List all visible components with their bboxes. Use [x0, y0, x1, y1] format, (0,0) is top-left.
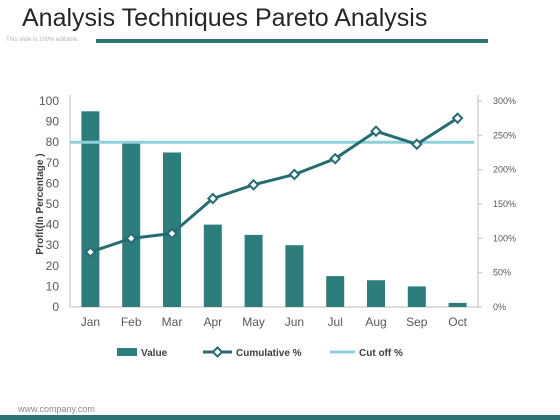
- x-tick-label: Jul: [328, 315, 343, 329]
- y-tick-label: 50: [46, 197, 60, 211]
- x-tick-label: Oct: [448, 315, 467, 329]
- x-tick-label: Aug: [365, 315, 386, 329]
- y-tick-label: 90: [46, 115, 60, 129]
- value-bar: [203, 224, 222, 307]
- title-rule: [96, 39, 488, 43]
- cumulative-point: [329, 152, 342, 165]
- legend-label-value: Value: [141, 348, 168, 359]
- y2-tick-label: 150%: [493, 199, 516, 209]
- x-tick-label: Sep: [406, 315, 428, 329]
- value-bar: [285, 245, 304, 307]
- value-bar: [122, 142, 141, 307]
- cumulative-point: [166, 227, 178, 240]
- x-tick-label: Mar: [162, 315, 183, 329]
- value-bar: [407, 286, 426, 307]
- footer-url: www.company.com: [18, 404, 95, 414]
- value-bar: [81, 111, 100, 307]
- slide-subtitle: This slide is 100% editable.: [6, 37, 79, 43]
- x-tick-label: Jan: [81, 315, 100, 329]
- legend-marker-cumulative: [211, 346, 224, 358]
- y-tick-label: 100: [39, 94, 59, 108]
- cumulative-point: [288, 168, 301, 181]
- y2-tick-label: 200%: [493, 165, 516, 175]
- y2-tick-label: 300%: [493, 96, 516, 106]
- y2-tick-label: 50%: [493, 268, 511, 278]
- y-tick-label: 70: [46, 156, 60, 170]
- y-tick-label: 60: [46, 176, 60, 190]
- value-bar: [448, 302, 467, 307]
- footer-bar: [0, 415, 560, 420]
- y-axis-title: Profit(In Percentage ): [35, 153, 46, 254]
- value-bar: [244, 234, 263, 307]
- cumulative-point: [84, 246, 97, 258]
- y-tick-label: 0: [52, 300, 59, 314]
- y-tick-label: 40: [46, 218, 60, 232]
- value-bar: [367, 280, 385, 307]
- y2-tick-label: 0%: [493, 302, 506, 312]
- cumulative-line: [89, 116, 459, 254]
- value-bar: [326, 276, 345, 307]
- y-tick-label: 80: [46, 135, 60, 149]
- y2-tick-label: 250%: [493, 130, 516, 140]
- cumulative-point: [247, 178, 260, 191]
- x-tick-label: May: [242, 315, 265, 329]
- y2-tick-label: 100%: [493, 233, 516, 243]
- x-tick-label: Feb: [121, 315, 142, 329]
- y-tick-label: 10: [46, 279, 60, 293]
- cumulative-point: [370, 125, 382, 138]
- legend-swatch-value: [117, 348, 137, 356]
- cumulative-point: [451, 112, 464, 125]
- cumulative-point: [125, 232, 138, 245]
- slide-title: Analysis Techniques Pareto Analysis: [22, 4, 428, 32]
- x-tick-label: Jun: [285, 315, 304, 329]
- x-tick-label: Apr: [203, 315, 222, 329]
- legend-label-cutoff: Cut off %: [359, 348, 403, 359]
- legend-label-cumulative: Cumulative %: [236, 348, 302, 359]
- cumulative-point: [410, 138, 423, 151]
- cumulative-point: [206, 192, 219, 205]
- y-tick-label: 30: [46, 238, 60, 252]
- y-tick-label: 20: [46, 259, 60, 273]
